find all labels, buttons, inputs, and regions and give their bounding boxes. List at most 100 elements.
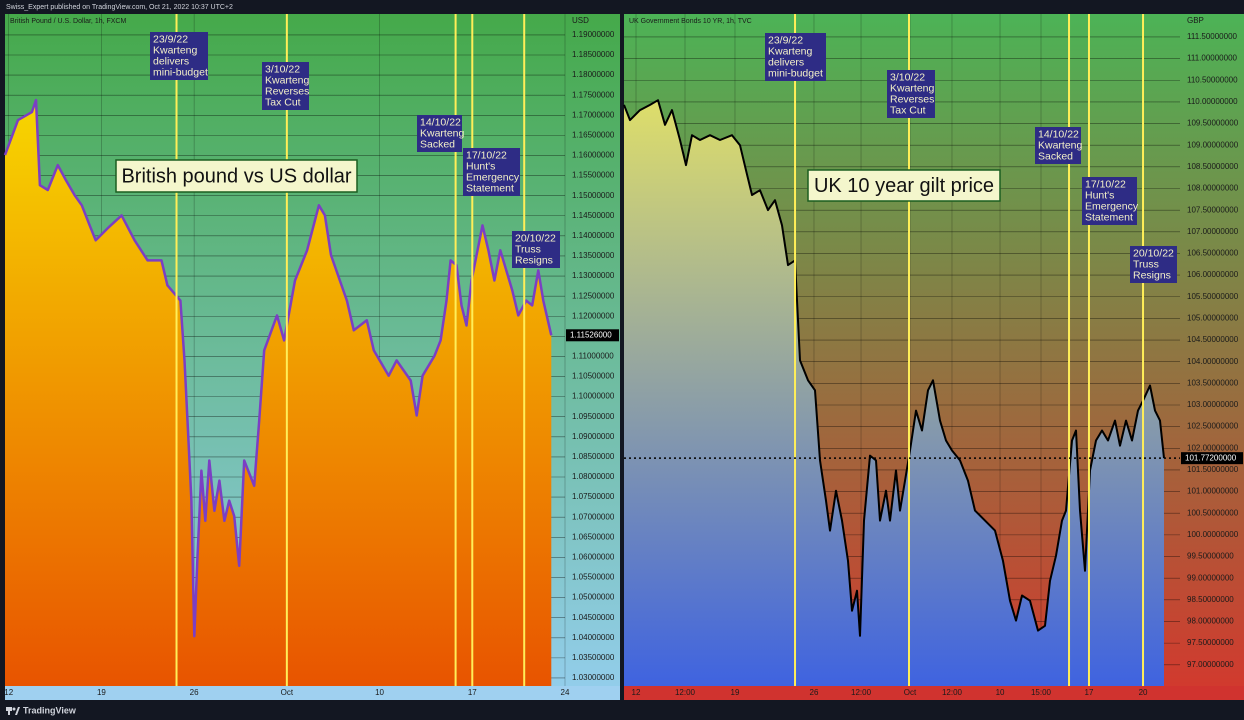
event-text: mini-budget: [768, 67, 823, 79]
event-text: Resigns: [515, 254, 553, 266]
event-text: Kwarteng: [890, 82, 935, 94]
event-text: Truss: [515, 243, 541, 255]
y-tick-label: 1.08500000: [572, 452, 615, 461]
y-tick-label: 99.50000000: [1187, 552, 1234, 561]
y-tick-label: 1.03000000: [572, 673, 615, 682]
event-text: 14/10/22: [1038, 128, 1079, 140]
event-text: 23/9/22: [768, 34, 803, 46]
y-tick-label: 1.17000000: [572, 110, 615, 119]
area: [624, 100, 1164, 686]
last-price-label: 101.77200000: [1185, 453, 1237, 462]
event-text: Emergency: [1085, 200, 1139, 212]
event-text: 17/10/22: [1085, 178, 1126, 190]
y-tick-label: 97.00000000: [1187, 660, 1234, 669]
event-box: [1035, 127, 1081, 164]
y-tick-label: 1.07000000: [572, 512, 615, 521]
event-text: Resigns: [1133, 269, 1171, 281]
y-tick-label: 1.11000000: [572, 352, 614, 361]
y-tick-label: 1.12000000: [572, 311, 615, 320]
chart-label: British pound vs US dollar: [121, 165, 351, 187]
x-tick-label: 15:00: [1031, 688, 1052, 697]
x-tick-label: 17: [468, 688, 477, 697]
y-tick-label: 110.00000000: [1187, 97, 1238, 106]
y-tick-label: 1.12500000: [572, 291, 615, 300]
y-tick-label: 101.50000000: [1187, 465, 1239, 474]
event-text: Hunt's: [1085, 189, 1114, 201]
event-text: Reverses: [265, 85, 309, 97]
event-text: Kwarteng: [265, 74, 310, 86]
event-text: Emergency: [466, 171, 520, 183]
y-tick-label: 104.50000000: [1187, 335, 1239, 344]
y-tick-label: 1.19000000: [572, 30, 615, 39]
y-tick-label: 1.06500000: [572, 532, 615, 541]
y-tick-label: 110.50000000: [1187, 75, 1238, 84]
event-text: Kwarteng: [153, 44, 198, 56]
chart-title: British Pound / U.S. Dollar, 1h, FXCM: [10, 18, 126, 25]
event-text: 23/9/22: [153, 33, 188, 45]
event-box: [1130, 246, 1177, 283]
currency: GBP: [1187, 16, 1204, 25]
x-tick-label: 10: [996, 688, 1005, 697]
y-tick-label: 1.09500000: [572, 412, 615, 421]
x-axis-band: [624, 686, 1244, 700]
y-tick-label: 1.05500000: [572, 573, 615, 582]
event-text: Sacked: [420, 138, 455, 150]
y-tick-label: 1.16500000: [572, 130, 615, 139]
y-tick-label: 1.06000000: [572, 552, 615, 561]
y-tick-label: 102.50000000: [1187, 422, 1239, 431]
event-box: [150, 32, 208, 80]
event-box: [512, 231, 560, 268]
y-tick-label: 100.00000000: [1187, 530, 1239, 539]
y-tick-label: 1.17500000: [572, 90, 615, 99]
y-tick-label: 1.13000000: [572, 271, 615, 280]
event-text: delivers: [768, 56, 804, 68]
y-tick-label: 101.00000000: [1187, 487, 1239, 496]
event-box: [463, 148, 520, 196]
chart-title: UK Government Bonds 10 YR, 1h, TVC: [629, 18, 752, 25]
last-price-tag: [566, 329, 619, 342]
y-tick-label: 1.18500000: [572, 50, 615, 59]
y-tick-label: 1.03500000: [572, 653, 615, 662]
y-tick-label: 109.50000000: [1187, 119, 1239, 128]
event-text: Tax Cut: [265, 96, 301, 108]
x-tick-label: 19: [731, 688, 740, 697]
x-tick-label: Oct: [904, 688, 917, 697]
y-tick-label: 103.50000000: [1187, 378, 1239, 387]
x-tick-label: 12: [4, 688, 13, 697]
y-tick-label: 104.00000000: [1187, 357, 1239, 366]
event-text: 3/10/22: [890, 71, 925, 83]
footer-logo: [6, 707, 20, 715]
event-box: [262, 62, 309, 110]
y-tick-label: 1.15500000: [572, 171, 615, 180]
event-text: mini-budget: [153, 66, 208, 78]
area: [5, 100, 552, 686]
event-text: 20/10/22: [1133, 247, 1174, 259]
event-text: Tax Cut: [890, 104, 926, 116]
y-tick-label: 105.00000000: [1187, 314, 1239, 323]
line: [3, 98, 553, 638]
y-tick-label: 1.14500000: [572, 211, 615, 220]
y-tick-label: 106.50000000: [1187, 249, 1239, 258]
chart-label-box: [115, 159, 358, 193]
y-tick-label: 1.16000000: [572, 151, 615, 160]
y-tick-label: 1.09000000: [572, 432, 615, 441]
event-text: Truss: [1133, 258, 1159, 270]
y-tick-label: 1.10500000: [572, 372, 615, 381]
event-box: [1082, 177, 1137, 225]
x-tick-label: Oct: [281, 688, 294, 697]
last-price-label: 1.11526000: [570, 330, 612, 339]
header: Swiss_Expert published on TradingView.co…: [6, 4, 233, 11]
y-tick-label: 102.00000000: [1187, 443, 1239, 452]
x-tick-label: 12:00: [942, 688, 963, 697]
x-tick-label: 24: [561, 688, 570, 697]
event-text: Reverses: [890, 93, 934, 105]
y-tick-label: 108.50000000: [1187, 162, 1239, 171]
y-tick-label: 1.15000000: [572, 191, 615, 200]
y-tick-label: 1.18000000: [572, 70, 615, 79]
x-tick-label: 12:00: [851, 688, 872, 697]
x-tick-label: 26: [810, 688, 819, 697]
x-axis-band: [5, 686, 620, 700]
y-tick-label: 1.04500000: [572, 613, 615, 622]
y-tick-label: 97.50000000: [1187, 638, 1234, 647]
